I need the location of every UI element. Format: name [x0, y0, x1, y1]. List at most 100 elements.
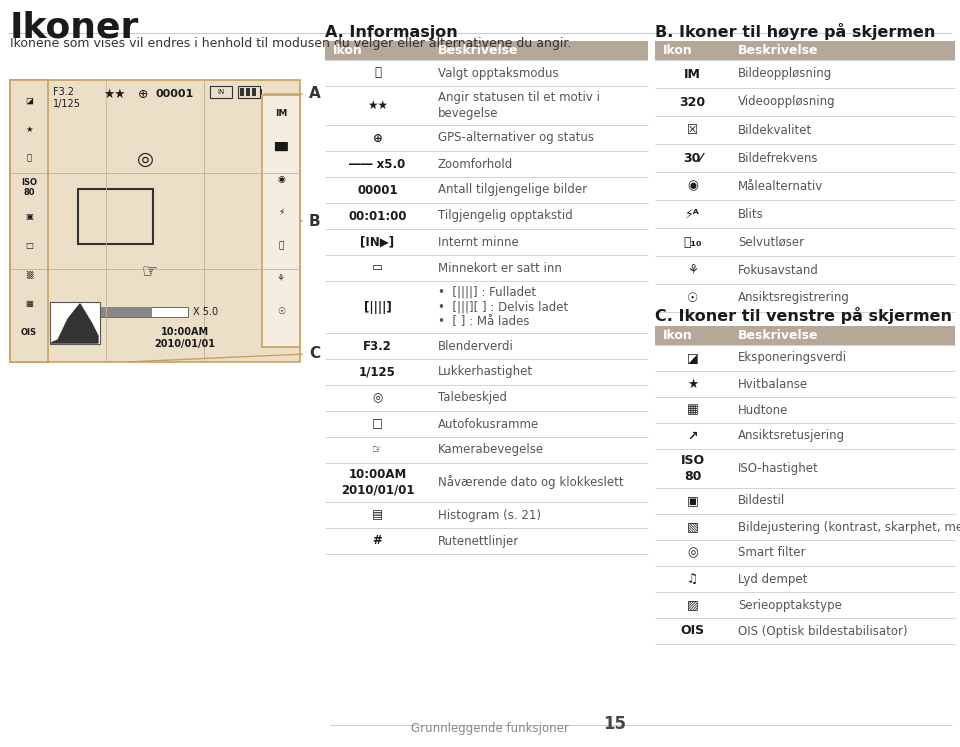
Text: ★★: ★★	[367, 99, 388, 112]
Text: A. Informasjon: A. Informasjon	[325, 25, 458, 40]
Text: : 	[374, 66, 381, 79]
Text: Angir statusen til et motiv i
bevegelse: Angir statusen til et motiv i bevegelse	[438, 91, 600, 120]
Text: Ikoner: Ikoner	[10, 10, 139, 44]
Text: 320: 320	[680, 96, 706, 108]
Text: 00:01:00: 00:01:00	[348, 209, 407, 223]
Text: Kamerabevegelse: Kamerabevegelse	[438, 444, 544, 456]
Text: ◉: ◉	[687, 179, 698, 193]
Text: Zoomforhold: Zoomforhold	[438, 158, 514, 170]
Text: 10:00AM: 10:00AM	[161, 327, 209, 337]
FancyBboxPatch shape	[10, 80, 300, 362]
Text: ◪: ◪	[686, 352, 698, 365]
FancyBboxPatch shape	[98, 307, 152, 317]
Text: IM: IM	[684, 67, 701, 81]
Text: Beskrivelse: Beskrivelse	[738, 329, 819, 342]
Text: C. Ikoner til venstre på skjermen: C. Ikoner til venstre på skjermen	[655, 307, 952, 324]
FancyBboxPatch shape	[260, 89, 262, 95]
Text: ▒: ▒	[26, 270, 33, 279]
Text: ██: ██	[275, 142, 288, 151]
Text: ⊕: ⊕	[138, 87, 149, 101]
Text: Talebeskjed: Talebeskjed	[438, 391, 507, 404]
Text: 10:00AM
2010/01/01: 10:00AM 2010/01/01	[341, 468, 415, 497]
Text: B: B	[309, 214, 321, 229]
Text: ★: ★	[25, 125, 33, 134]
Text: Blits: Blits	[738, 208, 764, 220]
FancyBboxPatch shape	[252, 88, 256, 96]
Text: Bildestil: Bildestil	[738, 495, 785, 507]
Text: GPS-alternativer og status: GPS-alternativer og status	[438, 131, 594, 144]
Text: 00001: 00001	[155, 89, 193, 99]
Text: ⌖: ⌖	[27, 154, 32, 163]
Text: Bildekvalitet: Bildekvalitet	[738, 123, 812, 137]
Text: OIS (Optisk bildestabilisator): OIS (Optisk bildestabilisator)	[738, 624, 907, 637]
Text: Histogram (s. 21): Histogram (s. 21)	[438, 509, 541, 521]
Text: ◪: ◪	[25, 96, 33, 105]
Text: Ansiktsregistrering: Ansiktsregistrering	[738, 291, 850, 305]
Text: ↗: ↗	[687, 430, 698, 442]
Text: Ansiktsretusjering: Ansiktsretusjering	[738, 430, 845, 442]
Text: ☒: ☒	[686, 123, 698, 137]
FancyBboxPatch shape	[98, 307, 188, 317]
Text: Grunnleggende funksjoner: Grunnleggende funksjoner	[411, 722, 569, 735]
Text: ◎: ◎	[687, 547, 698, 560]
Text: Selvutløser: Selvutløser	[738, 235, 804, 249]
Text: ☉: ☉	[276, 307, 285, 317]
Text: Nåværende dato og klokkeslett: Nåværende dato og klokkeslett	[438, 476, 624, 489]
Text: ▦: ▦	[686, 403, 698, 417]
Text: ▨: ▨	[686, 598, 698, 612]
Text: ▧: ▧	[686, 521, 698, 533]
Text: [IN▶]: [IN▶]	[360, 235, 395, 249]
Text: ▦: ▦	[25, 300, 33, 309]
FancyBboxPatch shape	[325, 41, 648, 60]
Text: 2010/01/01: 2010/01/01	[155, 339, 215, 349]
Text: Målealternativ: Målealternativ	[738, 179, 824, 193]
FancyBboxPatch shape	[655, 41, 955, 60]
Text: •  [||||] : Fulladet
•  [|||][ ] : Delvis ladet
•  [ ] : Må lades: • [||||] : Fulladet • [|||][ ] : Delvis …	[438, 285, 568, 329]
Text: Ikon: Ikon	[333, 44, 363, 57]
Text: Autofokusramme: Autofokusramme	[438, 418, 540, 430]
Text: ―― x5.0: ―― x5.0	[349, 158, 406, 170]
Text: ⚘: ⚘	[276, 274, 285, 283]
Text: ♫: ♫	[686, 572, 698, 586]
Text: Ikon: Ikon	[663, 329, 693, 342]
Text: ⌛₁₀: ⌛₁₀	[684, 235, 702, 249]
Text: ◎: ◎	[136, 149, 154, 169]
Text: F3.2: F3.2	[363, 339, 392, 353]
Text: Minnekort er satt inn: Minnekort er satt inn	[438, 261, 562, 274]
FancyBboxPatch shape	[246, 88, 250, 96]
FancyBboxPatch shape	[655, 326, 955, 345]
Text: ☉: ☉	[686, 291, 698, 305]
Text: B. Ikoner til høyre på skjermen: B. Ikoner til høyre på skjermen	[655, 23, 935, 40]
Text: Rutenettlinjer: Rutenettlinjer	[438, 535, 519, 548]
Text: ▤: ▤	[372, 509, 383, 521]
Text: Internt minne: Internt minne	[438, 235, 518, 249]
Text: Bildeoppløsning: Bildeoppløsning	[738, 67, 832, 81]
Text: ◉: ◉	[277, 175, 285, 184]
Text: Valgt opptaksmodus: Valgt opptaksmodus	[438, 66, 559, 79]
FancyBboxPatch shape	[262, 95, 300, 347]
Text: ☞: ☞	[372, 444, 383, 456]
Text: ◎: ◎	[372, 391, 383, 404]
Text: ⊕: ⊕	[372, 131, 382, 144]
Text: Ikonene som vises vil endres i henhold til modusen du velger eller alternativene: Ikonene som vises vil endres i henhold t…	[10, 37, 571, 50]
Text: C: C	[309, 347, 320, 362]
Text: Lyd dempet: Lyd dempet	[738, 572, 807, 586]
FancyBboxPatch shape	[10, 80, 48, 362]
Text: #: #	[372, 535, 382, 548]
Text: Tilgjengelig opptakstid: Tilgjengelig opptakstid	[438, 209, 573, 223]
Text: Bildejustering (kontrast, skarphet, metning): Bildejustering (kontrast, skarphet, metn…	[738, 521, 960, 533]
Text: OIS: OIS	[21, 329, 37, 338]
Text: Serieopptakstype: Serieopptakstype	[738, 598, 842, 612]
Text: X 5.0: X 5.0	[193, 307, 218, 317]
Text: Fokusavstand: Fokusavstand	[738, 264, 819, 276]
Text: Bildefrekvens: Bildefrekvens	[738, 152, 819, 164]
Text: IN: IN	[217, 89, 225, 95]
Text: ⚡ᴬ: ⚡ᴬ	[685, 208, 700, 220]
Text: ISO-hastighet: ISO-hastighet	[738, 462, 819, 475]
Text: ★★: ★★	[103, 87, 126, 101]
Text: ▣: ▣	[686, 495, 698, 507]
Text: [||||]: [||||]	[364, 300, 392, 314]
Text: OIS: OIS	[681, 624, 705, 637]
Text: Ikon: Ikon	[663, 44, 693, 57]
Text: 30⁄: 30⁄	[683, 152, 703, 164]
